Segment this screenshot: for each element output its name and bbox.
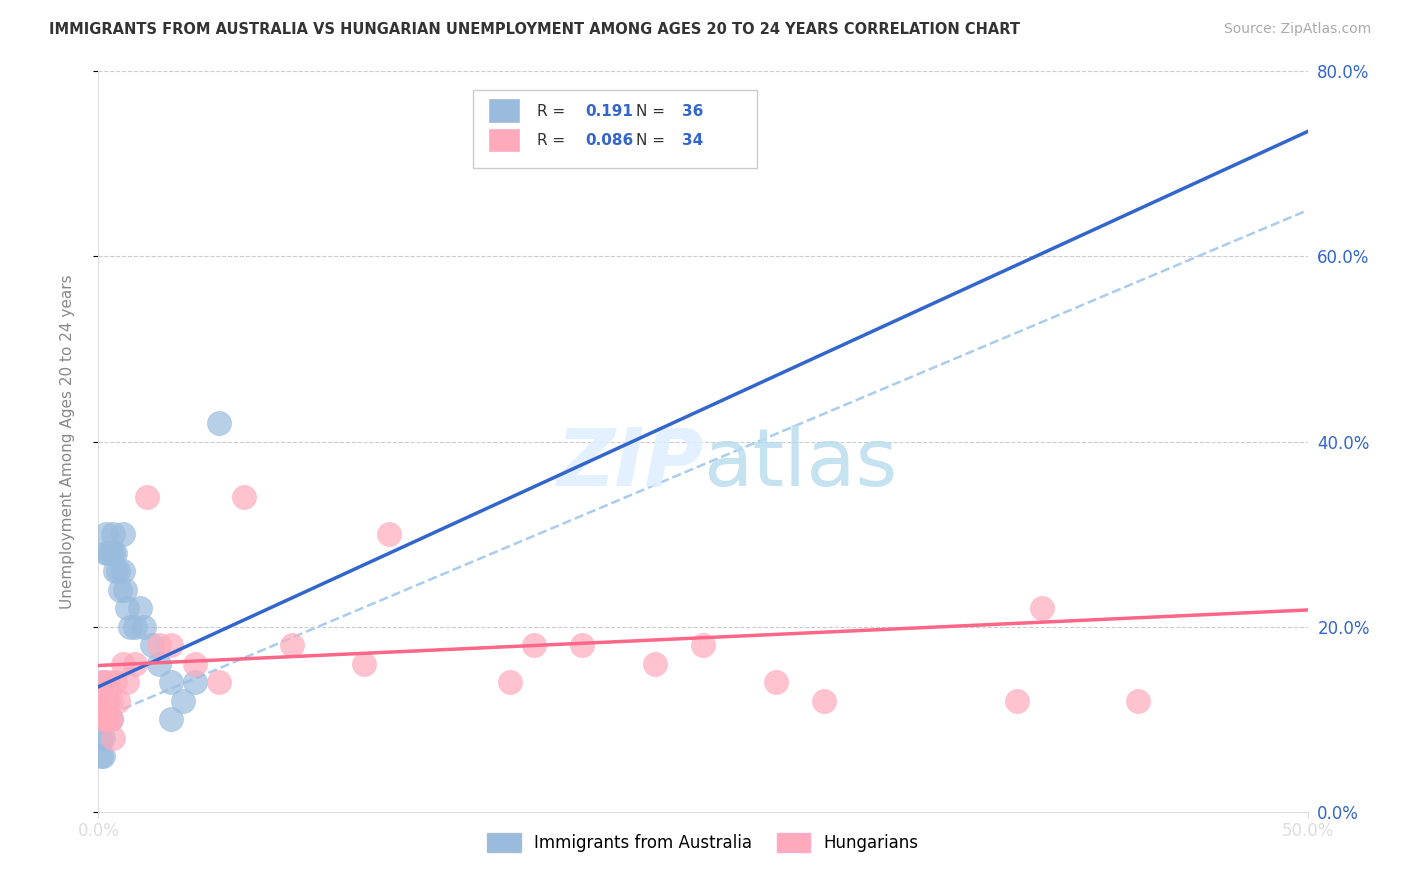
Point (523, 638, 546, 652)
Point (91, 749, 114, 764)
Point (107, 694, 129, 708)
Point (1128, 694, 1150, 708)
Point (114, 582, 136, 597)
Point (692, 638, 714, 652)
FancyBboxPatch shape (474, 90, 758, 168)
Point (97, 712, 120, 726)
Y-axis label: Unemployment Among Ages 20 to 24 years: Unemployment Among Ages 20 to 24 years (60, 274, 75, 609)
Text: 36: 36 (682, 103, 704, 119)
Point (90, 749, 112, 764)
Point (117, 601, 139, 615)
FancyBboxPatch shape (489, 129, 519, 152)
Point (90, 694, 112, 708)
Point (108, 582, 131, 597)
Point (101, 731, 124, 745)
Point (100, 712, 122, 726)
Text: IMMIGRANTS FROM AUSTRALIA VS HUNGARIAN UNEMPLOYMENT AMONG AGES 20 TO 24 YEARS CO: IMMIGRANTS FROM AUSTRALIA VS HUNGARIAN U… (49, 22, 1021, 37)
Point (765, 675, 787, 690)
Point (91, 675, 114, 690)
Point (91, 731, 114, 745)
Point (118, 619, 141, 633)
Point (111, 564, 134, 578)
Point (90, 712, 112, 726)
Point (377, 527, 399, 541)
Point (135, 490, 157, 504)
Legend: Immigrants from Australia, Hungarians: Immigrants from Australia, Hungarians (481, 826, 925, 859)
Point (1031, 601, 1053, 615)
Point (111, 657, 134, 671)
Point (644, 657, 666, 671)
Point (107, 564, 129, 578)
Point (91, 675, 114, 690)
Point (148, 638, 170, 652)
Point (160, 638, 183, 652)
Point (91, 712, 114, 726)
Point (101, 545, 124, 560)
Point (104, 545, 127, 560)
Point (184, 675, 207, 690)
Point (813, 694, 835, 708)
Text: N =: N = (637, 134, 671, 148)
FancyBboxPatch shape (489, 100, 519, 121)
Point (100, 545, 122, 560)
Point (208, 675, 231, 690)
Point (160, 675, 183, 690)
Text: Source: ZipAtlas.com: Source: ZipAtlas.com (1223, 22, 1371, 37)
Text: 34: 34 (682, 134, 703, 148)
Point (94, 712, 117, 726)
Point (353, 657, 375, 671)
Point (90, 731, 112, 745)
Point (1007, 694, 1029, 708)
Point (90, 712, 112, 726)
Point (94, 527, 117, 541)
Point (97, 545, 120, 560)
Point (111, 527, 134, 541)
Text: R =: R = (537, 103, 571, 119)
Point (100, 694, 122, 708)
Point (117, 675, 139, 690)
Point (281, 638, 304, 652)
Point (498, 675, 520, 690)
Text: ZIP: ZIP (555, 425, 703, 503)
Point (141, 638, 163, 652)
Point (184, 657, 207, 671)
Point (172, 694, 194, 708)
Point (101, 527, 124, 541)
Point (208, 416, 231, 430)
Point (90, 694, 112, 708)
Point (134, 619, 156, 633)
Point (124, 657, 146, 671)
Point (124, 619, 146, 633)
Text: 0.191: 0.191 (586, 103, 634, 119)
Point (97, 694, 120, 708)
Point (100, 712, 122, 726)
Point (104, 564, 127, 578)
Point (148, 657, 170, 671)
Point (128, 601, 150, 615)
Text: atlas: atlas (703, 425, 897, 503)
Text: N =: N = (637, 103, 671, 119)
Point (571, 638, 593, 652)
Text: R =: R = (537, 134, 571, 148)
Point (97, 675, 120, 690)
Point (160, 712, 183, 726)
Point (94, 694, 117, 708)
Text: 0.086: 0.086 (586, 134, 634, 148)
Point (94, 712, 117, 726)
Point (104, 675, 127, 690)
Point (94, 545, 117, 560)
Point (232, 490, 254, 504)
